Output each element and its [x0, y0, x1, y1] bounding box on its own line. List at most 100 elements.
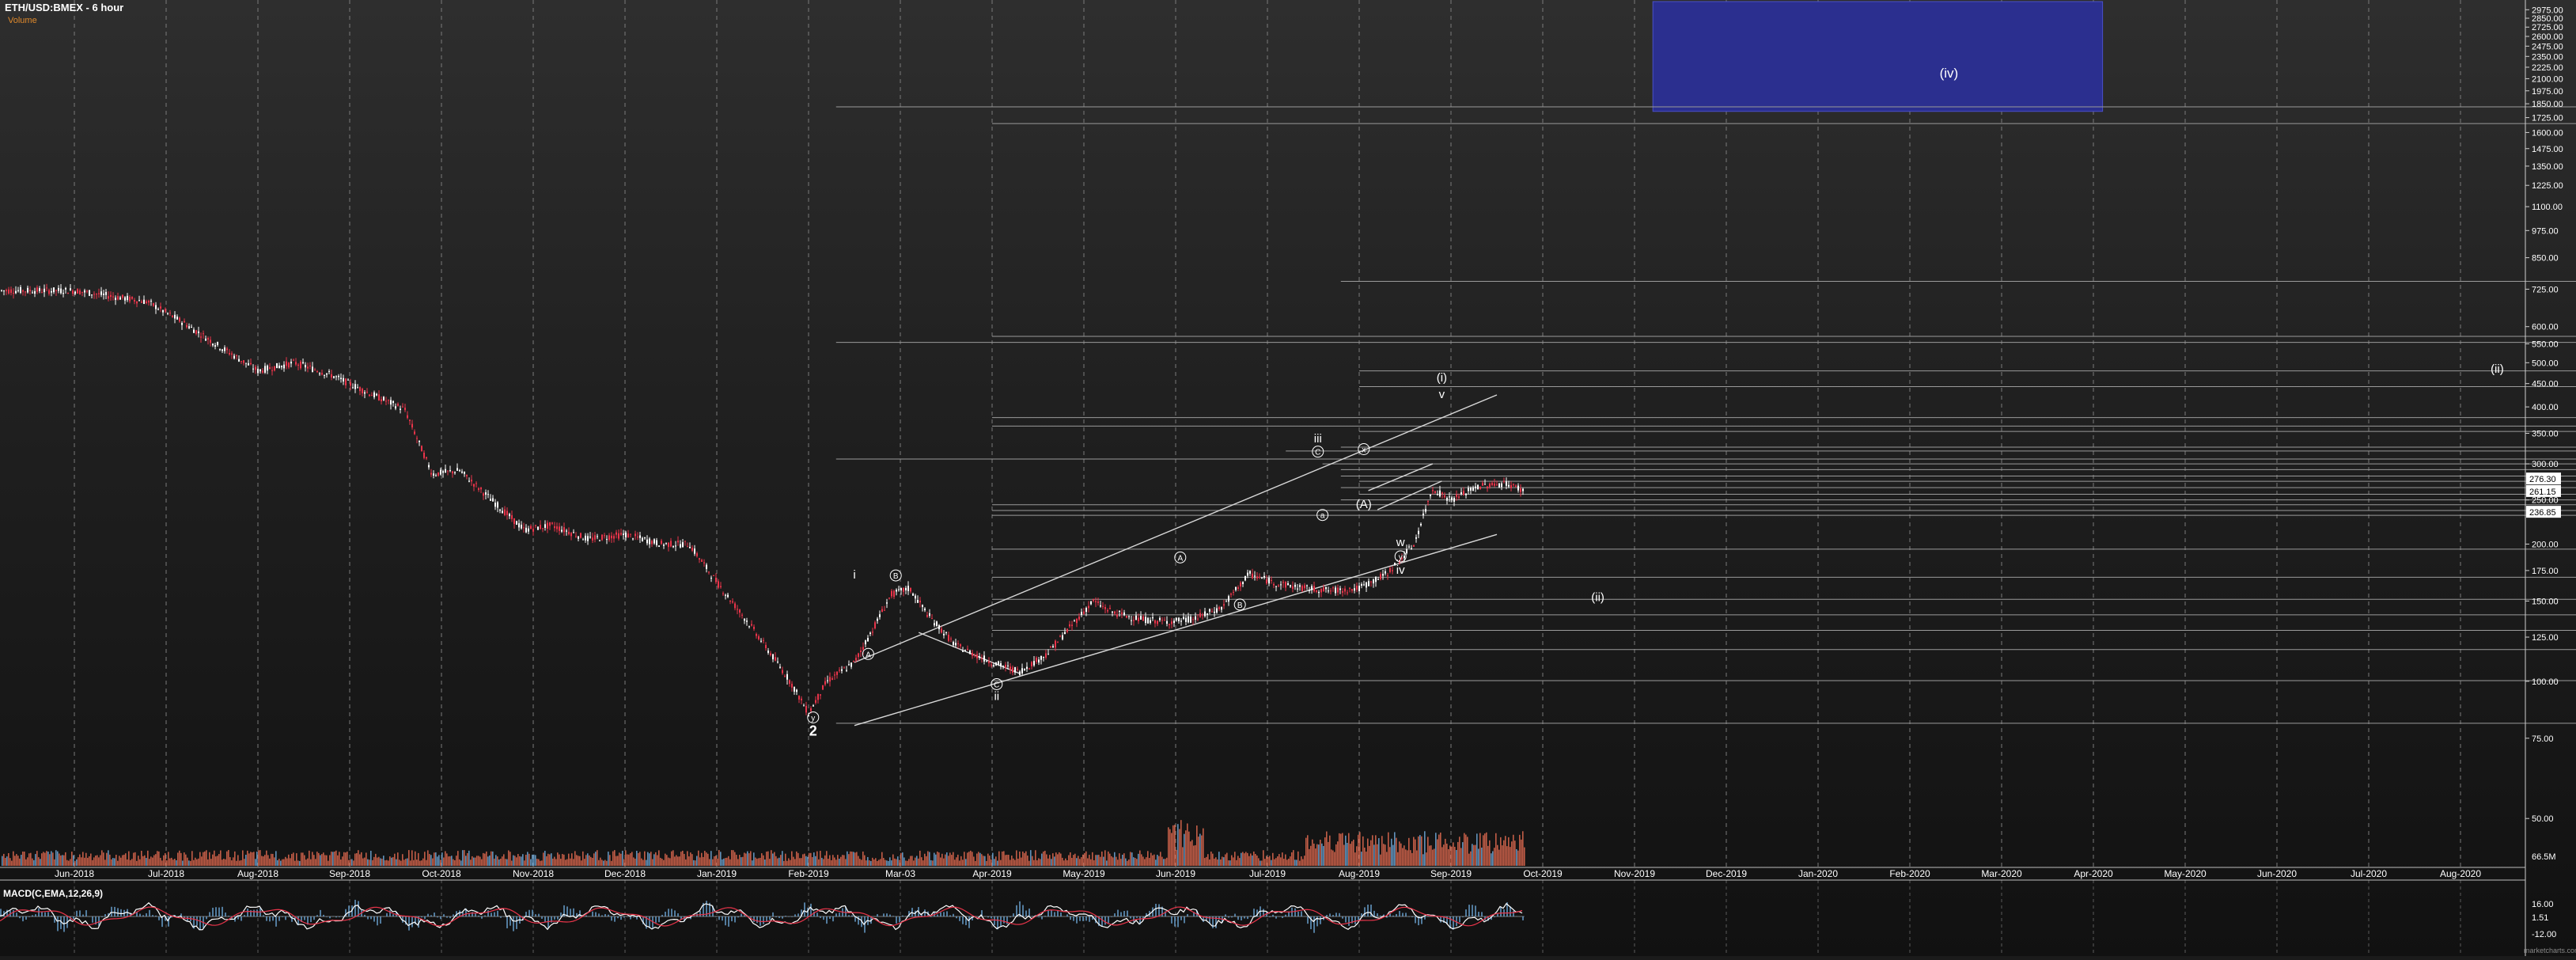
volume-bar — [1111, 856, 1112, 866]
volume-bar — [1141, 854, 1142, 866]
volume-bar — [1505, 836, 1506, 866]
candle-body — [1501, 484, 1502, 487]
x-tick-label: Apr-2020 — [2074, 868, 2113, 879]
candle-body — [53, 287, 55, 292]
volume-bar — [1054, 856, 1055, 866]
volume-bar — [1358, 835, 1359, 866]
candle-body — [160, 306, 161, 309]
volume-bar — [1085, 852, 1087, 866]
macd-histogram-bar — [342, 916, 343, 917]
candle-body — [1389, 568, 1391, 572]
candle-body — [1014, 667, 1016, 673]
candle-body — [1408, 547, 1410, 548]
candle-body — [1415, 537, 1417, 539]
macd-histogram-bar — [85, 910, 87, 916]
volume-bar — [536, 859, 538, 866]
volume-bar — [445, 851, 446, 866]
candle-body — [1451, 497, 1453, 499]
volume-bar — [1386, 852, 1388, 866]
macd-histogram-bar — [139, 914, 141, 916]
volume-bar — [1383, 844, 1385, 866]
candle-body — [739, 609, 741, 613]
volume-bar — [568, 854, 570, 866]
volume-bar — [551, 853, 552, 866]
volume-bar — [810, 853, 812, 866]
candle-body — [1344, 589, 1346, 592]
volume-bar — [853, 852, 854, 866]
macd-histogram-bar — [528, 910, 530, 916]
volume-bar — [195, 858, 196, 866]
macd-histogram-bar — [1272, 915, 1274, 916]
candle-body — [606, 539, 608, 540]
macd-histogram-bar — [554, 916, 555, 920]
candle-body — [782, 670, 783, 674]
volume-bar — [30, 853, 32, 866]
volume-bar — [706, 852, 707, 866]
price-tick-label: 1225.00 — [2532, 181, 2563, 191]
volume-bar — [1402, 848, 1404, 866]
volume-bar — [1321, 844, 1323, 866]
volume-bar — [737, 859, 739, 866]
price-tick-label: 200.00 — [2532, 540, 2559, 549]
volume-bar — [479, 857, 481, 866]
volume-bar — [1334, 852, 1335, 866]
volume-bar — [1119, 853, 1120, 866]
volume-bar — [1511, 841, 1513, 866]
macd-histogram-bar — [1133, 916, 1135, 922]
volume-bar — [535, 855, 536, 866]
macd-histogram-bar — [1111, 916, 1112, 917]
volume-bar — [231, 860, 233, 866]
price-tick-label: 50.00 — [2532, 814, 2554, 824]
candle-body — [1180, 620, 1182, 621]
macd-histogram-bar — [816, 913, 818, 916]
macd-histogram-bar — [1114, 913, 1116, 916]
volume-bar — [472, 856, 473, 866]
volume-bar — [1190, 841, 1191, 866]
volume-bar — [1413, 837, 1415, 866]
volume-bar — [741, 857, 742, 866]
candle-body — [1112, 612, 1113, 613]
candle-body — [407, 415, 408, 418]
volume-bar — [1304, 856, 1305, 866]
channel-line — [1377, 481, 1441, 510]
x-tick-label: Jul-2020 — [2351, 868, 2387, 879]
volume-bar — [122, 856, 123, 866]
volume-bar — [1051, 859, 1052, 866]
macd-histogram-bar — [1117, 910, 1119, 916]
volume-bar — [807, 857, 809, 866]
macd-histogram-bar — [741, 914, 742, 916]
candle-body — [810, 708, 812, 711]
volume-bar — [1150, 853, 1152, 866]
volume-bar — [1060, 854, 1062, 866]
volume-bar — [1231, 856, 1233, 866]
volume-bar — [19, 859, 21, 866]
volume-bar — [527, 852, 528, 866]
macd-histogram-bar — [794, 914, 796, 916]
volume-bar — [1426, 852, 1427, 866]
candle-body — [1468, 488, 1469, 491]
volume-bar — [459, 859, 460, 866]
volume-bar — [774, 852, 775, 866]
candle-body — [931, 618, 933, 619]
volume-bar — [66, 860, 68, 866]
volume-bar — [986, 861, 987, 866]
volume-bar — [941, 854, 943, 866]
volume-bar — [1006, 855, 1008, 866]
volume-bar — [1404, 845, 1405, 866]
volume-bar — [1016, 850, 1017, 866]
macd-histogram-bar — [392, 914, 394, 916]
volume-bar — [62, 855, 63, 866]
candle-body — [1465, 494, 1467, 495]
volume-bar — [782, 851, 783, 866]
candle-body — [214, 345, 216, 347]
volume-bar — [565, 859, 566, 866]
volume-bar — [222, 859, 223, 866]
volume-bar — [1253, 852, 1255, 866]
volume-bar — [1318, 844, 1320, 866]
candle-body — [257, 369, 259, 373]
volume-bar — [448, 856, 449, 866]
volume-bar — [532, 855, 533, 866]
volume-bar — [1180, 820, 1182, 866]
volume-bar — [8, 853, 9, 866]
